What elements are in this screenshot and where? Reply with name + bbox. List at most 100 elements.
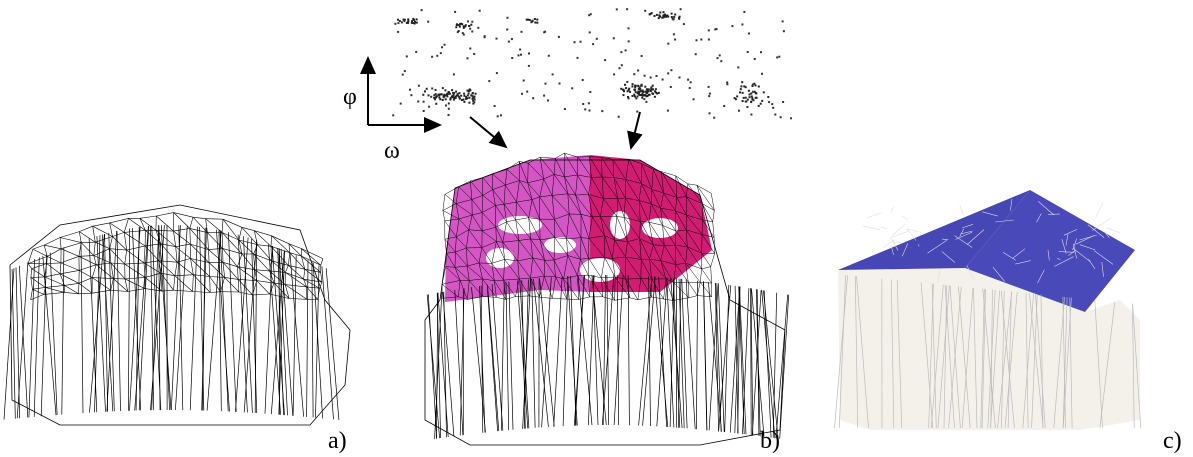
mesh-edge [443,211,445,221]
point [726,83,728,85]
point [709,112,711,114]
point [415,51,417,53]
mesh-edge [93,223,110,226]
point [458,92,460,94]
point [536,19,538,21]
point [632,83,634,85]
wall-edge [509,282,513,430]
point [642,90,644,92]
point [423,101,425,103]
point [472,98,474,100]
point-cloud [392,8,792,119]
mesh-edge [94,256,96,265]
point [417,101,419,103]
point [544,31,546,33]
mesh-edge [162,290,174,291]
mesh-edge [552,298,567,299]
point [755,92,757,94]
point [416,22,418,24]
point [654,15,656,17]
mesh-edge [223,262,225,277]
point [435,89,437,91]
mesh-edge [94,242,96,255]
point [580,41,582,43]
mesh-edge [64,283,79,285]
point [467,57,469,59]
mesh-edge [31,278,33,290]
point [626,81,628,83]
mesh-edge [92,290,111,293]
point [641,55,643,57]
point [654,96,656,98]
point [731,25,733,27]
point [582,103,584,105]
mesh-edge [237,267,238,280]
point [460,95,462,97]
wall-edge [175,226,187,410]
point [763,91,765,93]
mesh-edge [110,249,127,250]
mesh-edge [688,184,697,185]
phi-label: φ [343,84,357,110]
point [463,34,465,36]
wall-edge [4,268,14,419]
point [742,92,744,94]
point [680,8,682,10]
point [589,31,591,33]
point [659,15,661,17]
point [427,21,429,23]
point [448,108,450,110]
mesh-edge [60,232,79,238]
wall-edge [718,283,724,432]
point [401,21,403,23]
point [780,116,782,118]
point [529,19,531,21]
point [783,30,785,32]
point [431,56,433,58]
mesh-edge [255,270,270,271]
point [641,97,643,99]
panel-c-model [835,190,1141,430]
point [636,111,638,113]
mesh-edge [79,226,92,231]
mesh-edge [271,236,272,247]
wall-edge [34,257,39,417]
wall-edge [703,281,706,430]
point [451,89,453,91]
wall-edge [313,263,322,419]
point [671,16,673,18]
point [463,101,465,103]
wall-edge [179,225,183,410]
roof-edge [1107,228,1120,233]
point [743,97,745,99]
point [708,95,710,97]
point [628,40,630,42]
point [754,58,756,60]
mesh-edge [225,277,239,292]
mesh-edge [257,281,275,284]
point [506,29,508,31]
wall-edge [81,241,83,413]
wall-edge [554,277,562,427]
point [453,99,455,101]
point [582,79,584,81]
point [508,41,510,43]
point [532,20,534,22]
mesh-edge [239,227,242,240]
mesh-edge [272,236,289,244]
mesh-edge [713,222,714,238]
point [671,13,673,15]
point [637,95,639,97]
point [548,55,550,57]
mesh-edge [60,238,61,249]
mesh-edge [176,247,191,259]
mesh-edge [191,259,210,263]
roof-edge [884,240,895,248]
panel-label: b) [760,428,780,454]
mesh-edge [190,228,191,244]
point [564,108,566,110]
point [655,88,657,90]
point [448,103,450,105]
mesh-edge [288,253,289,266]
mesh-edge [174,276,175,290]
